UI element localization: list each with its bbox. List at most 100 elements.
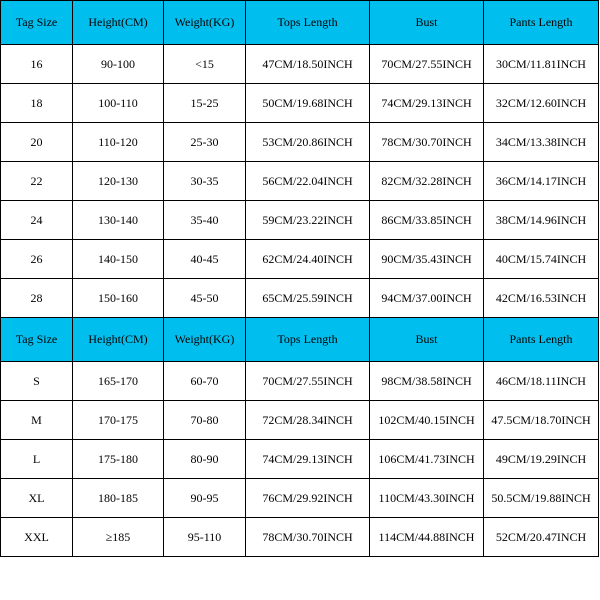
cell: 70-80	[164, 401, 246, 440]
cell: 45-50	[164, 279, 246, 318]
col-header-tops-length: Tops Length	[246, 1, 370, 45]
cell: 47CM/18.50INCH	[246, 45, 370, 84]
cell: 38CM/14.96INCH	[484, 201, 599, 240]
cell: 40-45	[164, 240, 246, 279]
col-header-tag-size: Tag Size	[1, 1, 73, 45]
cell: 110-120	[73, 123, 164, 162]
cell: 42CM/16.53INCH	[484, 279, 599, 318]
cell: 180-185	[73, 479, 164, 518]
cell: 53CM/20.86INCH	[246, 123, 370, 162]
cell: 60-70	[164, 362, 246, 401]
header-row-1: Tag Size Height(CM) Weight(KG) Tops Leng…	[1, 1, 599, 45]
header-row-2: Tag Size Height(CM) Weight(KG) Tops Leng…	[1, 318, 599, 362]
table-row: 18 100-110 15-25 50CM/19.68INCH 74CM/29.…	[1, 84, 599, 123]
table-row: XL 180-185 90-95 76CM/29.92INCH 110CM/43…	[1, 479, 599, 518]
col-header-weight: Weight(KG)	[164, 318, 246, 362]
col-header-tag-size: Tag Size	[1, 318, 73, 362]
table-row: 26 140-150 40-45 62CM/24.40INCH 90CM/35.…	[1, 240, 599, 279]
cell: 22	[1, 162, 73, 201]
cell: 120-130	[73, 162, 164, 201]
cell: 50.5CM/19.88INCH	[484, 479, 599, 518]
cell: 50CM/19.68INCH	[246, 84, 370, 123]
cell: 16	[1, 45, 73, 84]
cell: XXL	[1, 518, 73, 557]
col-header-bust: Bust	[370, 1, 484, 45]
cell: 94CM/37.00INCH	[370, 279, 484, 318]
cell: 70CM/27.55INCH	[370, 45, 484, 84]
cell: L	[1, 440, 73, 479]
cell: 76CM/29.92INCH	[246, 479, 370, 518]
cell: 28	[1, 279, 73, 318]
table-row: 28 150-160 45-50 65CM/25.59INCH 94CM/37.…	[1, 279, 599, 318]
cell: 86CM/33.85INCH	[370, 201, 484, 240]
cell: 175-180	[73, 440, 164, 479]
col-header-pants-length: Pants Length	[484, 318, 599, 362]
col-header-height: Height(CM)	[73, 318, 164, 362]
cell: 150-160	[73, 279, 164, 318]
size-chart-table: Tag Size Height(CM) Weight(KG) Tops Leng…	[0, 0, 599, 557]
cell: 30CM/11.81INCH	[484, 45, 599, 84]
cell: 165-170	[73, 362, 164, 401]
cell: S	[1, 362, 73, 401]
cell: 52CM/20.47INCH	[484, 518, 599, 557]
cell: 72CM/28.34INCH	[246, 401, 370, 440]
cell: 18	[1, 84, 73, 123]
cell: 110CM/43.30INCH	[370, 479, 484, 518]
cell: 140-150	[73, 240, 164, 279]
cell: 40CM/15.74INCH	[484, 240, 599, 279]
cell: 74CM/29.13INCH	[246, 440, 370, 479]
table-row: XXL ≥185 95-110 78CM/30.70INCH 114CM/44.…	[1, 518, 599, 557]
cell: 36CM/14.17INCH	[484, 162, 599, 201]
table-row: 24 130-140 35-40 59CM/23.22INCH 86CM/33.…	[1, 201, 599, 240]
col-header-bust: Bust	[370, 318, 484, 362]
cell: 34CM/13.38INCH	[484, 123, 599, 162]
cell: 74CM/29.13INCH	[370, 84, 484, 123]
cell: 114CM/44.88INCH	[370, 518, 484, 557]
cell: 15-25	[164, 84, 246, 123]
table-body: Tag Size Height(CM) Weight(KG) Tops Leng…	[1, 1, 599, 557]
col-header-tops-length: Tops Length	[246, 318, 370, 362]
cell: 106CM/41.73INCH	[370, 440, 484, 479]
cell: 32CM/12.60INCH	[484, 84, 599, 123]
cell: 24	[1, 201, 73, 240]
cell: M	[1, 401, 73, 440]
cell: 80-90	[164, 440, 246, 479]
cell: 90CM/35.43INCH	[370, 240, 484, 279]
cell: 70CM/27.55INCH	[246, 362, 370, 401]
cell: 95-110	[164, 518, 246, 557]
cell: 100-110	[73, 84, 164, 123]
table-row: 22 120-130 30-35 56CM/22.04INCH 82CM/32.…	[1, 162, 599, 201]
cell: 59CM/23.22INCH	[246, 201, 370, 240]
cell: 25-30	[164, 123, 246, 162]
cell: <15	[164, 45, 246, 84]
table-row: S 165-170 60-70 70CM/27.55INCH 98CM/38.5…	[1, 362, 599, 401]
cell: 90-95	[164, 479, 246, 518]
cell: 102CM/40.15INCH	[370, 401, 484, 440]
cell: 65CM/25.59INCH	[246, 279, 370, 318]
cell: ≥185	[73, 518, 164, 557]
cell: 20	[1, 123, 73, 162]
cell: 130-140	[73, 201, 164, 240]
cell: 82CM/32.28INCH	[370, 162, 484, 201]
cell: 47.5CM/18.70INCH	[484, 401, 599, 440]
cell: 78CM/30.70INCH	[246, 518, 370, 557]
col-header-height: Height(CM)	[73, 1, 164, 45]
cell: 35-40	[164, 201, 246, 240]
cell: 56CM/22.04INCH	[246, 162, 370, 201]
cell: XL	[1, 479, 73, 518]
cell: 46CM/18.11INCH	[484, 362, 599, 401]
table-row: L 175-180 80-90 74CM/29.13INCH 106CM/41.…	[1, 440, 599, 479]
cell: 26	[1, 240, 73, 279]
cell: 98CM/38.58INCH	[370, 362, 484, 401]
cell: 90-100	[73, 45, 164, 84]
col-header-weight: Weight(KG)	[164, 1, 246, 45]
cell: 62CM/24.40INCH	[246, 240, 370, 279]
cell: 49CM/19.29INCH	[484, 440, 599, 479]
col-header-pants-length: Pants Length	[484, 1, 599, 45]
table-row: 16 90-100 <15 47CM/18.50INCH 70CM/27.55I…	[1, 45, 599, 84]
cell: 170-175	[73, 401, 164, 440]
table-row: M 170-175 70-80 72CM/28.34INCH 102CM/40.…	[1, 401, 599, 440]
table-row: 20 110-120 25-30 53CM/20.86INCH 78CM/30.…	[1, 123, 599, 162]
cell: 30-35	[164, 162, 246, 201]
cell: 78CM/30.70INCH	[370, 123, 484, 162]
